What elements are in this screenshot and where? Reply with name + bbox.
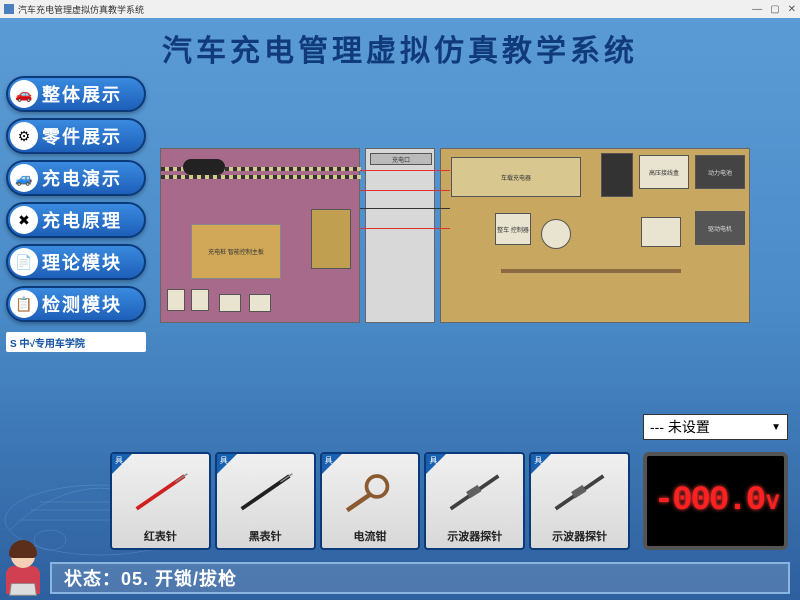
tools-row: 具 红表针 具 黑表针 具 电流钳 具 示波器探针 具 示波器探针 [110, 452, 630, 550]
sidebar-item-label: 零件展示 [42, 123, 122, 149]
measurement-dropdown[interactable]: --- 未设置 ▼ [643, 414, 788, 440]
tool-tag: 具 [220, 455, 228, 466]
diagram-box-hvbox: 高压接线盒 [639, 155, 689, 189]
diagram-component [249, 294, 271, 312]
dropdown-selected: --- 未设置 [650, 417, 710, 437]
page-title: 汽车充电管理虚拟仿真教学系统 [0, 18, 800, 76]
tool-label: 红表针 [112, 526, 209, 548]
tool-tag: 具 [534, 455, 542, 466]
diagram-box-motor: 驱动电机 [695, 211, 745, 245]
tool-tag: 具 [325, 455, 333, 466]
sidebar-item-theory[interactable]: 📄 理论模块 [6, 244, 146, 280]
diagram-fan-icon [541, 219, 571, 249]
window-title: 汽车充电管理虚拟仿真教学系统 [18, 3, 144, 16]
doc-icon: 📄 [10, 248, 38, 276]
diagram-board-controller: 充电桩 智能控制主板 [191, 224, 281, 279]
diagram-component [167, 289, 185, 311]
window-controls: — ▢ ✕ [752, 4, 796, 15]
maximize-icon[interactable]: ▢ [770, 4, 779, 15]
tool-black-probe[interactable]: 具 黑表针 [215, 452, 316, 550]
tool-red-probe[interactable]: 具 红表针 [110, 452, 211, 550]
sidebar-item-label: 充电演示 [42, 165, 122, 191]
close-icon[interactable]: ✕ [788, 4, 796, 15]
avatar-head-icon [11, 544, 35, 568]
sidebar: 🚗 整体展示 ⚙ 零件展示 🚙 充电演示 ✖ 充电原理 📄 理论模块 📋 检测模… [6, 76, 146, 352]
chevron-down-icon: ▼ [771, 422, 781, 433]
status-bar: 状态：05. 开锁/拔枪 [50, 562, 790, 594]
diagram-busbar [501, 269, 681, 273]
window-titlebar: 汽车充电管理虚拟仿真教学系统 — ▢ ✕ [0, 0, 800, 18]
diagram-component [219, 294, 241, 312]
minimize-icon[interactable]: — [752, 4, 762, 15]
car-icon: 🚗 [10, 80, 38, 108]
diagram-plug [183, 159, 225, 175]
circuit-diagram: 充电桩 智能控制主板 充电口 车载充电器 高压接线盒 动力电池 整车 控制器 驱… [160, 148, 770, 348]
sidebar-item-detect[interactable]: 📋 检测模块 [6, 286, 146, 322]
logo-badge: S 中√专用车学院 [6, 332, 146, 352]
main-area: 汽车充电管理虚拟仿真教学系统 🚗 整体展示 ⚙ 零件展示 🚙 充电演示 ✖ 充电… [0, 18, 800, 600]
wrench-icon: ✖ [10, 206, 38, 234]
clipboard-icon: 📋 [10, 290, 38, 318]
display-unit: V [766, 491, 777, 516]
diagram-component [191, 289, 209, 311]
tool-tag: 具 [115, 455, 123, 466]
status-text: 状态：05. 开锁/拔枪 [64, 565, 237, 591]
tool-label: 示波器探针 [426, 526, 523, 548]
sidebar-item-parts[interactable]: ⚙ 零件展示 [6, 118, 146, 154]
sidebar-item-principle[interactable]: ✖ 充电原理 [6, 202, 146, 238]
diagram-component [641, 217, 681, 247]
digital-voltmeter: -000.0V [643, 452, 788, 550]
sidebar-item-label: 整体展示 [42, 81, 122, 107]
diagram-wire [360, 228, 450, 229]
sidebar-item-overall[interactable]: 🚗 整体展示 [6, 76, 146, 112]
assistant-avatar[interactable] [0, 544, 46, 600]
display-value: -000.0 [654, 482, 764, 520]
app-icon [4, 4, 14, 14]
tool-current-clamp[interactable]: 具 电流钳 [320, 452, 421, 550]
tool-label: 示波器探针 [531, 526, 628, 548]
tool-scope-probe-1[interactable]: 具 示波器探针 [424, 452, 525, 550]
diagram-panel-mid: 充电口 [365, 148, 435, 323]
diagram-box-charger: 车载充电器 [451, 157, 581, 197]
diagram-component [311, 209, 351, 269]
diagram-wire [360, 170, 450, 171]
diagram-panel-left: 充电桩 智能控制主板 [160, 148, 360, 323]
sidebar-item-charge-demo[interactable]: 🚙 充电演示 [6, 160, 146, 196]
gear-icon: ⚙ [10, 122, 38, 150]
car-icon: 🚙 [10, 164, 38, 192]
diagram-box-vcu: 整车 控制器 [495, 213, 531, 245]
display-readout: -000.0V [654, 482, 778, 520]
sidebar-item-label: 检测模块 [42, 291, 122, 317]
tool-label: 黑表针 [217, 526, 314, 548]
sidebar-item-label: 充电原理 [42, 207, 122, 233]
diagram-label: 充电口 [370, 153, 432, 165]
sidebar-item-label: 理论模块 [42, 249, 122, 275]
diagram-panel-right: 车载充电器 高压接线盒 动力电池 整车 控制器 驱动电机 [440, 148, 750, 323]
laptop-icon [9, 583, 37, 596]
tool-tag: 具 [429, 455, 437, 466]
diagram-rail [161, 175, 361, 179]
diagram-box-battery: 动力电池 [695, 155, 745, 189]
diagram-wire [360, 208, 450, 209]
tool-label: 电流钳 [322, 526, 419, 548]
diagram-box-relay [601, 153, 633, 197]
tool-scope-probe-2[interactable]: 具 示波器探针 [529, 452, 630, 550]
diagram-wire [360, 190, 450, 191]
